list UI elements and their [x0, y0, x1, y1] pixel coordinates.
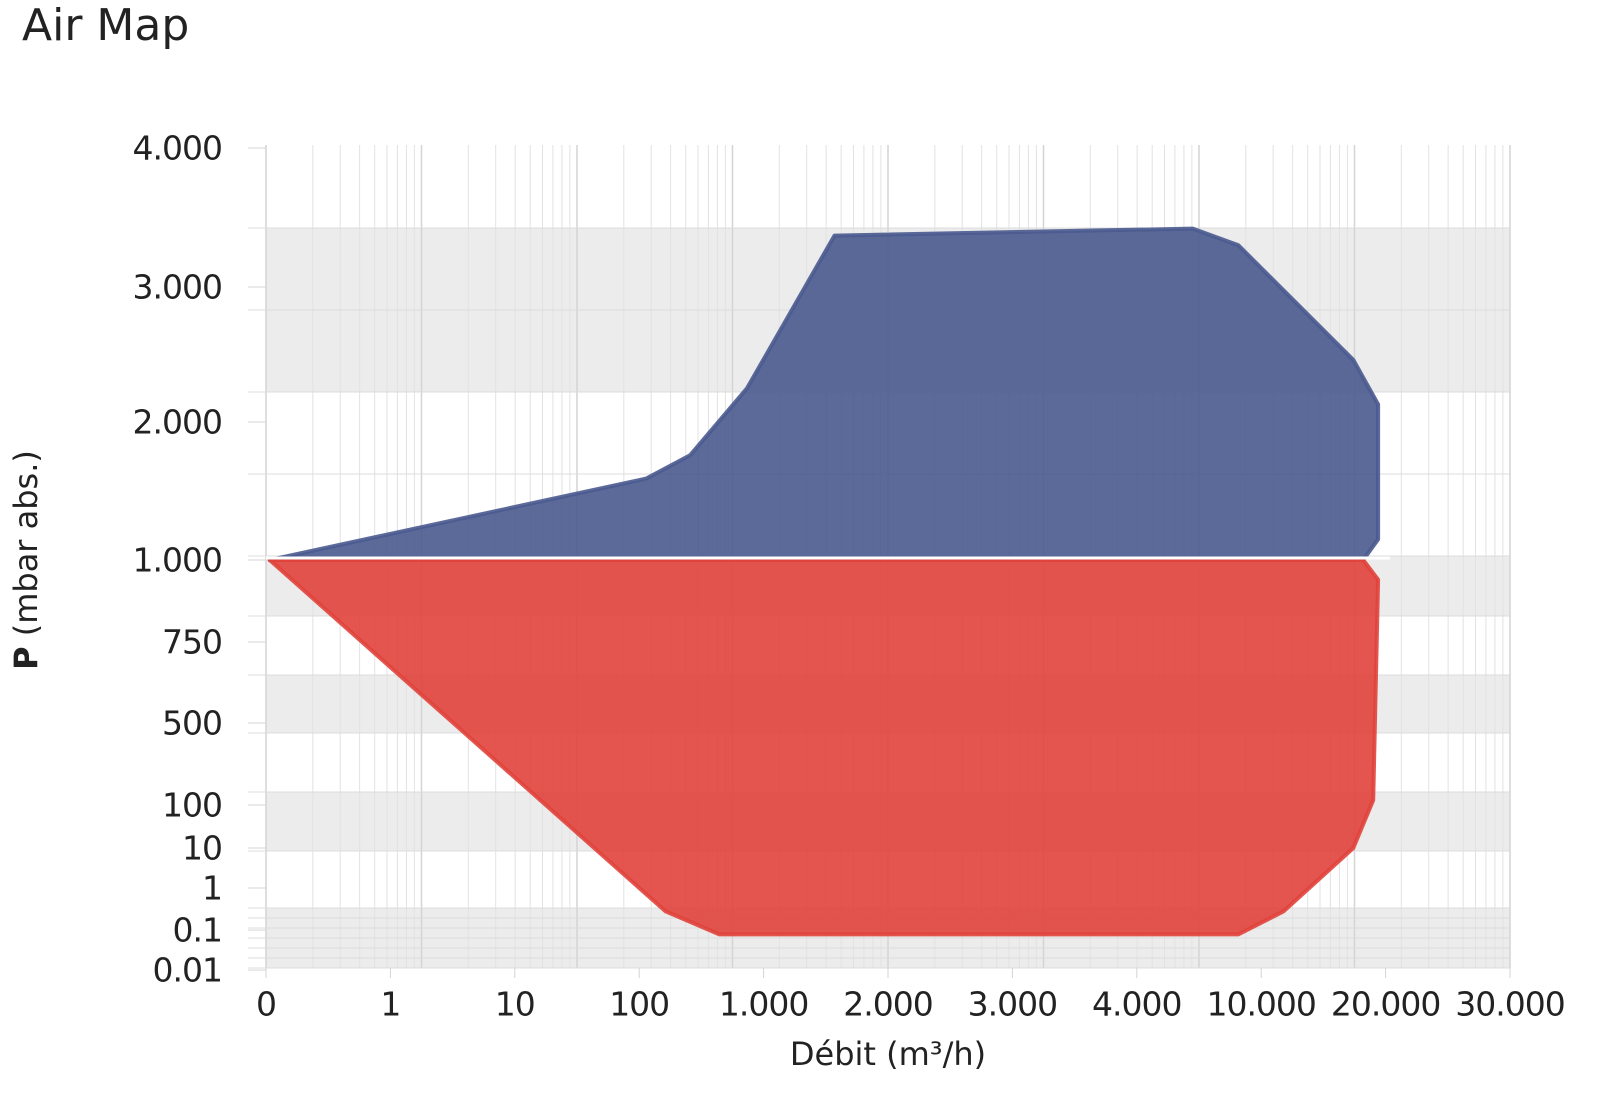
- y-tick-label: 1.000: [133, 541, 222, 580]
- y-axis-symbol: P: [7, 646, 45, 669]
- y-tick-label: 10: [182, 829, 222, 868]
- x-tick-label: 10: [495, 985, 535, 1024]
- y-tick-label: 750: [162, 623, 222, 662]
- y-tick-label: 100: [162, 786, 222, 825]
- x-tick-label: 100: [609, 985, 669, 1024]
- y-tick-label: 0.1: [173, 911, 222, 950]
- y-tick-label: 0.01: [153, 951, 222, 990]
- y-tick-label: 500: [162, 704, 222, 743]
- x-tick-label: 3.000: [968, 985, 1057, 1024]
- x-tick-label: 30.000: [1455, 985, 1564, 1024]
- x-tick-label: 4.000: [1092, 985, 1181, 1024]
- x-tick-label: 1: [380, 985, 400, 1024]
- x-tick-label: 0: [256, 985, 276, 1024]
- y-tick-label: 2.000: [133, 403, 222, 442]
- x-tick-label: 2.000: [843, 985, 932, 1024]
- y-axis-unit: (mbar abs.): [7, 450, 45, 636]
- x-tick-label: 20.000: [1331, 985, 1440, 1024]
- chart-title: Air Map: [22, 0, 189, 51]
- y-axis-label: P (mbar abs.): [7, 450, 45, 670]
- y-tick-label: 3.000: [133, 268, 222, 307]
- y-tick-label: 4.000: [133, 129, 222, 168]
- area: [267, 558, 1381, 937]
- x-tick-label: 10.000: [1206, 985, 1315, 1024]
- y-tick-label: 1: [202, 869, 222, 908]
- area: [267, 226, 1381, 562]
- x-axis-label: Débit (m³/h): [790, 1035, 986, 1073]
- x-tick-label: 1.000: [719, 985, 808, 1024]
